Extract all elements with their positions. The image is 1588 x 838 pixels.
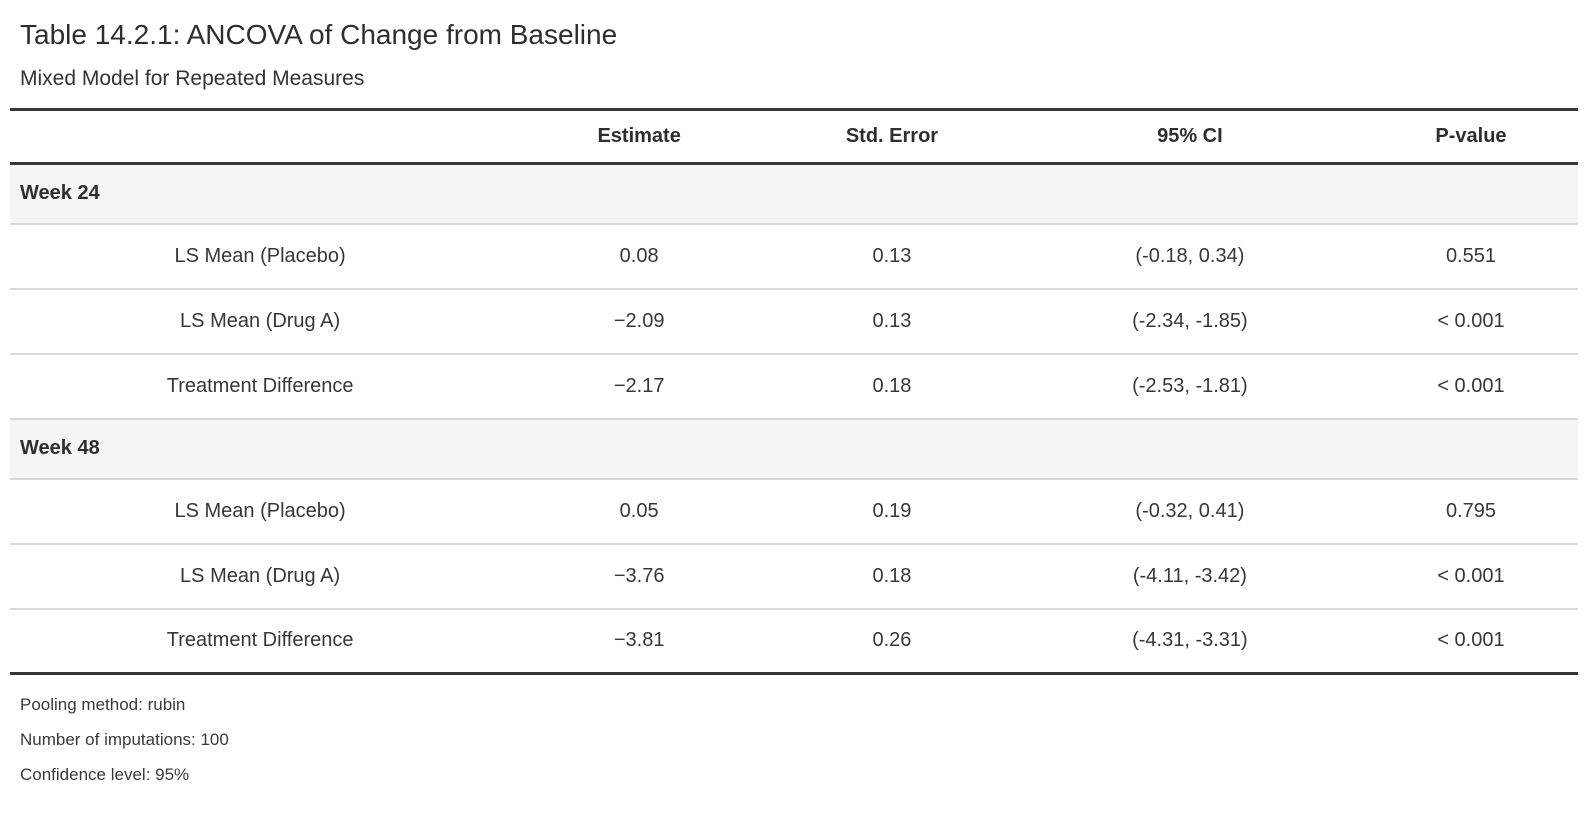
row-label-cell: Treatment Difference [10, 608, 511, 674]
row-label-cell: LS Mean (Drug A) [10, 288, 511, 354]
table-row: LS Mean (Placebo) 0.08 0.13 (-0.18, 0.34… [10, 223, 1578, 289]
std-error-cell: 0.18 [768, 543, 1016, 609]
row-label-cell: Treatment Difference [10, 353, 511, 419]
std-error-cell: 0.13 [768, 223, 1016, 289]
std-error-cell: 0.18 [768, 353, 1016, 419]
table-title: Table 14.2.1: ANCOVA of Change from Base… [20, 19, 618, 50]
p-value-cell: < 0.001 [1363, 353, 1578, 419]
table-row: LS Mean (Drug A) −2.09 0.13 (-2.34, -1.8… [10, 288, 1578, 354]
estimate-cell: −3.81 [510, 608, 769, 674]
p-value-cell: < 0.001 [1363, 608, 1578, 674]
ci-cell: (-2.53, -1.81) [1015, 353, 1364, 419]
estimate-cell: 0.05 [510, 478, 769, 544]
estimate-cell: −2.09 [510, 288, 769, 354]
group-label: Week 48 [10, 418, 1578, 479]
ancova-results-table: Estimate Std. Error 95% CI P-value Week … [10, 108, 1578, 675]
group-row-week-48: Week 48 [10, 418, 1578, 479]
group-row-week-24: Week 24 [10, 163, 1578, 224]
estimate-cell: 0.08 [510, 223, 769, 289]
ci-cell: (-0.32, 0.41) [1015, 478, 1364, 544]
p-value-cell: < 0.001 [1363, 543, 1578, 609]
table-row: Treatment Difference −3.81 0.26 (-4.31, … [10, 608, 1578, 674]
table-row: LS Mean (Placebo) 0.05 0.19 (-0.32, 0.41… [10, 478, 1578, 544]
table-row: Treatment Difference −2.17 0.18 (-2.53, … [10, 353, 1578, 419]
std-error-cell: 0.13 [768, 288, 1016, 354]
header-row: Estimate Std. Error 95% CI P-value [10, 109, 1578, 164]
ci-cell: (-0.18, 0.34) [1015, 223, 1364, 289]
ci-cell: (-4.11, -3.42) [1015, 543, 1364, 609]
table-footnotes: Pooling method: rubin Number of imputati… [0, 675, 1588, 786]
ci-cell: (-4.31, -3.31) [1015, 608, 1364, 674]
ci-cell: (-2.34, -1.85) [1015, 288, 1364, 354]
estimate-cell: −2.17 [510, 353, 769, 419]
column-header-95ci: 95% CI [1015, 109, 1364, 164]
column-header-std-error: Std. Error [768, 109, 1016, 164]
column-header-estimate: Estimate [510, 109, 769, 164]
group-label: Week 24 [10, 163, 1578, 224]
p-value-cell: < 0.001 [1363, 288, 1578, 354]
footnote-imputations: Number of imputations: 100 [20, 730, 229, 749]
row-label-cell: LS Mean (Placebo) [10, 478, 511, 544]
std-error-cell: 0.19 [768, 478, 1016, 544]
row-label-cell: LS Mean (Placebo) [10, 223, 511, 289]
column-header-p-value: P-value [1363, 109, 1578, 164]
table-row: LS Mean (Drug A) −3.76 0.18 (-4.11, -3.4… [10, 543, 1578, 609]
row-label-cell: LS Mean (Drug A) [10, 543, 511, 609]
stub-column-header [10, 109, 511, 164]
footnote-confidence-level: Confidence level: 95% [20, 765, 190, 784]
std-error-cell: 0.26 [768, 608, 1016, 674]
footnote-pooling-method: Pooling method: rubin [20, 695, 186, 714]
estimate-cell: −3.76 [510, 543, 769, 609]
p-value-cell: 0.795 [1363, 478, 1578, 544]
table-subtitle: Mixed Model for Repeated Measures [20, 67, 365, 90]
p-value-cell: 0.551 [1363, 223, 1578, 289]
